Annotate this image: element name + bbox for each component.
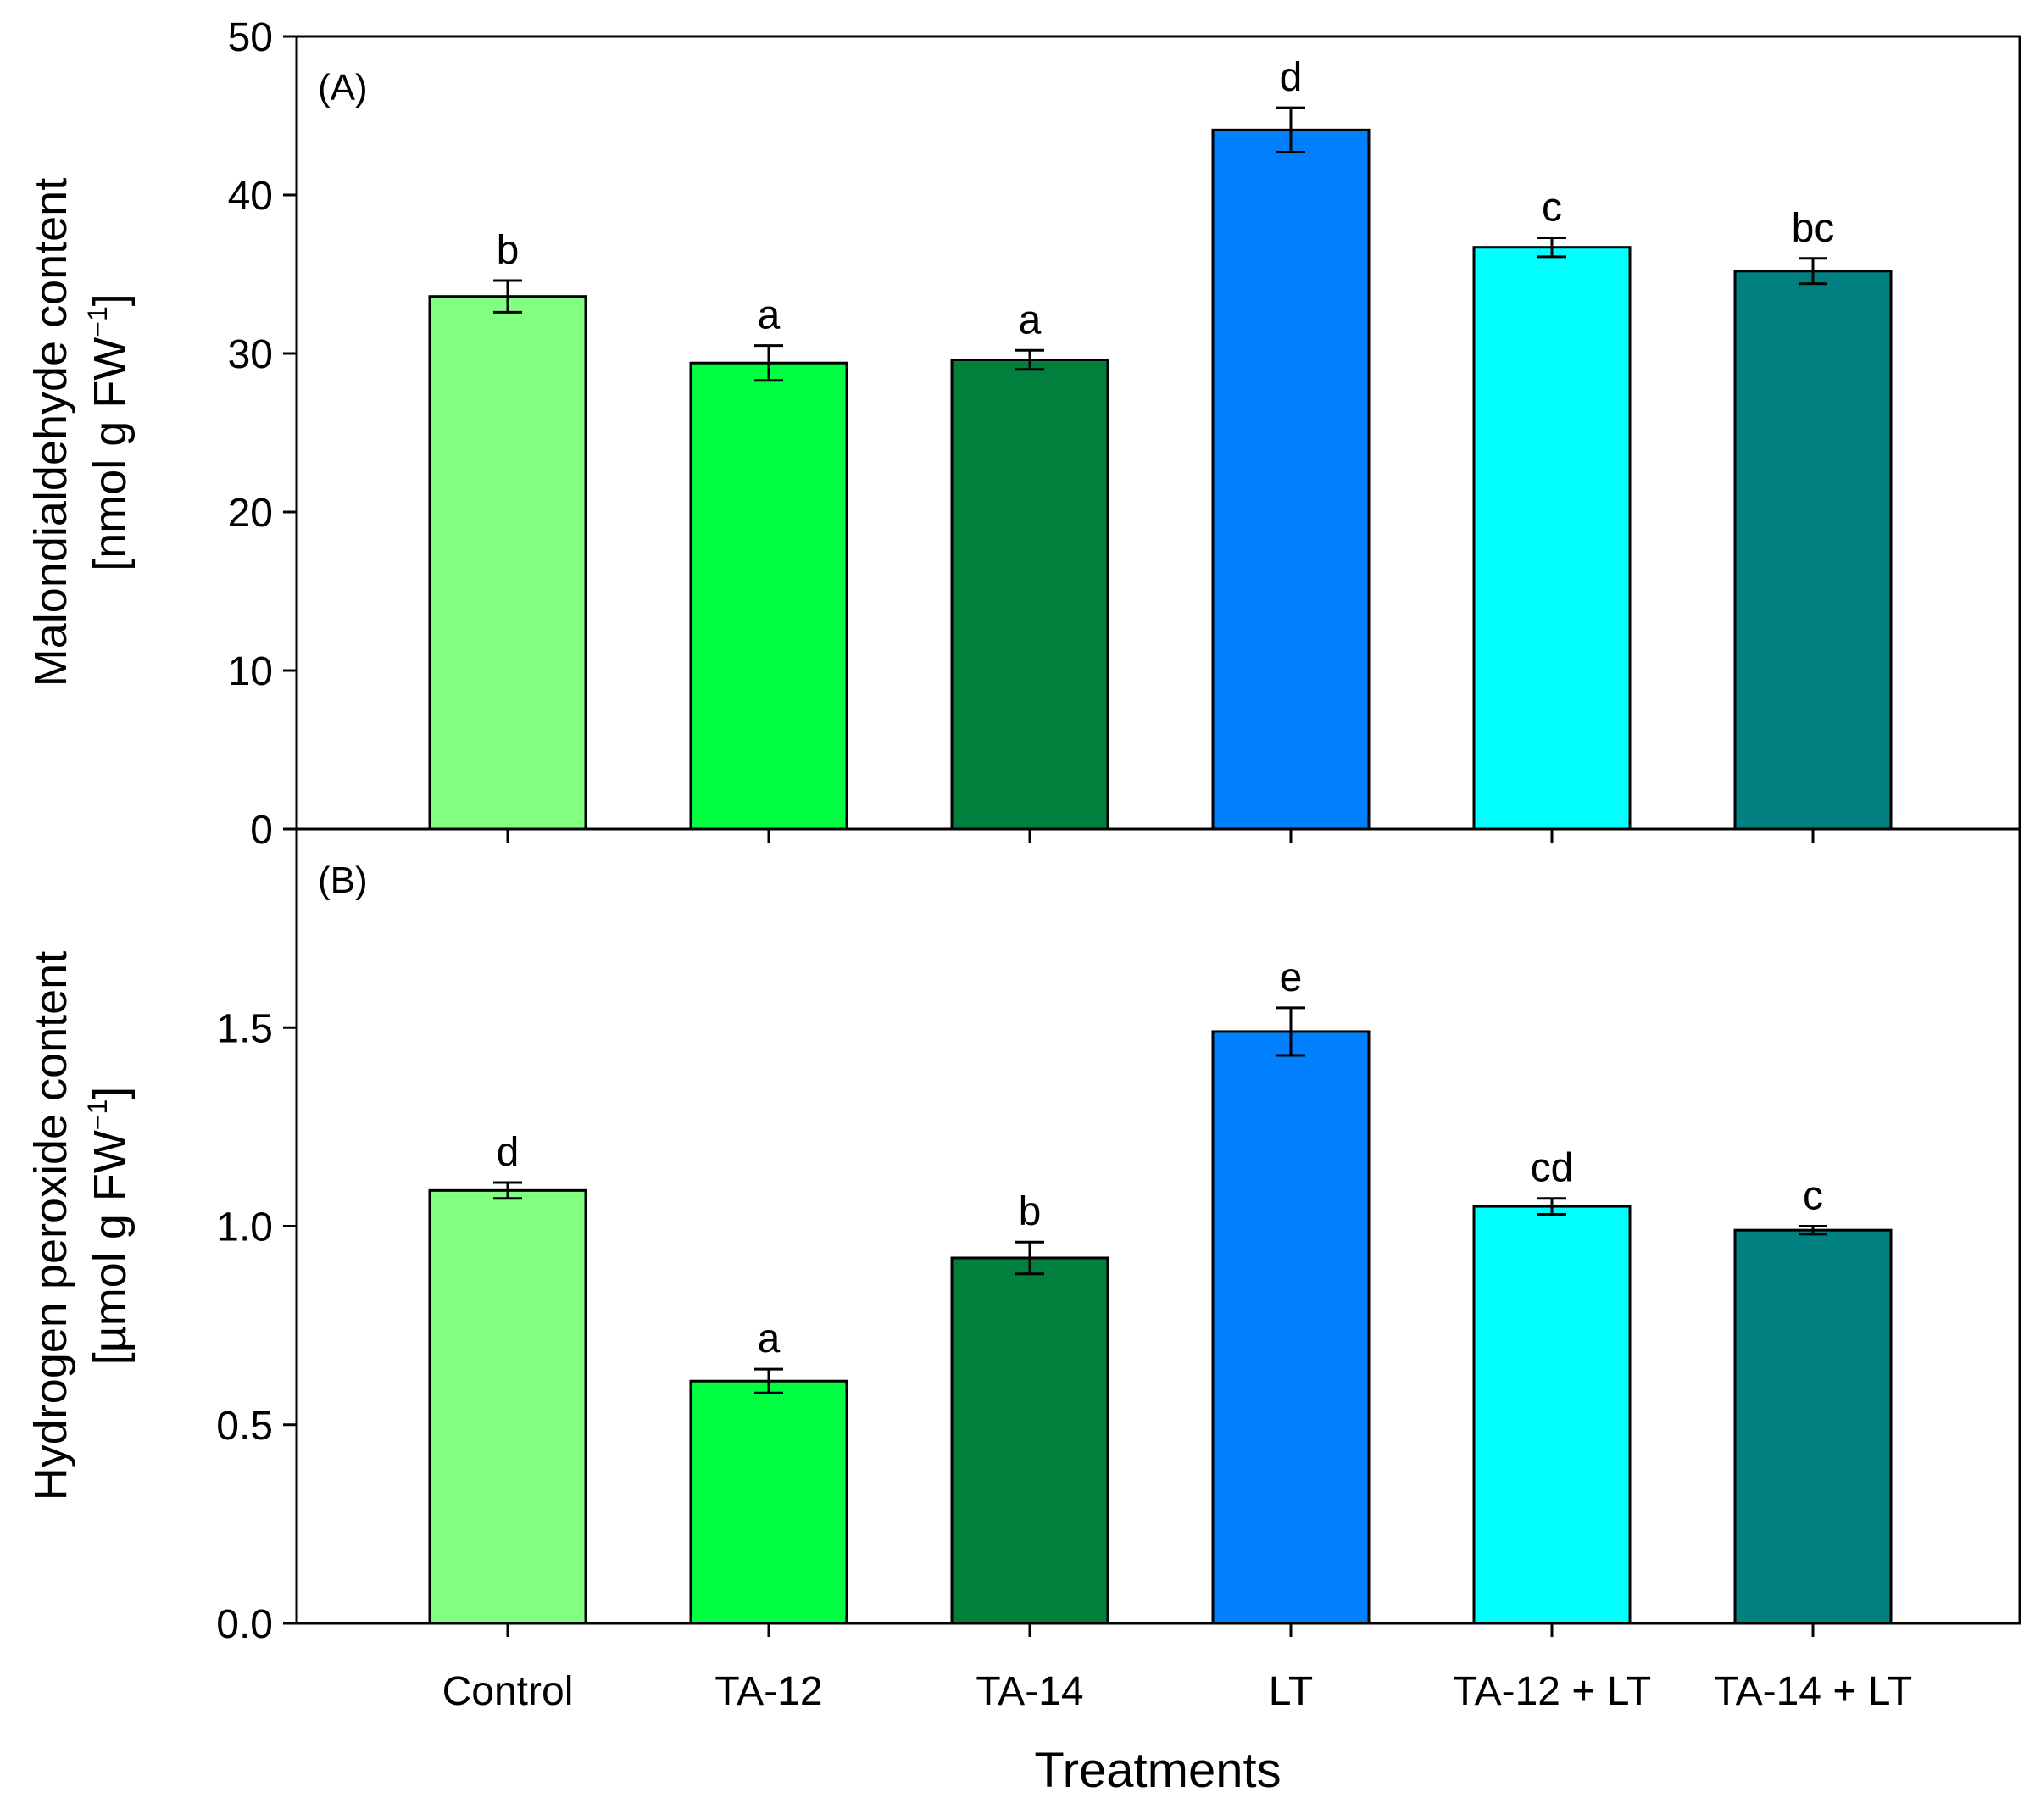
panel-a-bar bbox=[1733, 270, 1893, 831]
panel-b-bar bbox=[428, 1188, 587, 1625]
panel-b-significance-label: e bbox=[1280, 955, 1303, 1000]
panel-b-bar bbox=[689, 1379, 848, 1625]
panel-a-ytick-label: 10 bbox=[228, 649, 273, 694]
panel-a-ylabel-line2: [nmol g FW−1] bbox=[82, 293, 136, 571]
x-axis: Control TA-12 TA-14 LT TA-12 + LT TA-14 + LT bbox=[442, 1669, 1913, 1714]
panel-a-significance-label: b bbox=[497, 228, 520, 273]
panel-a: (A) 0 10 20 30 40 50 b a a d c bc Malondialdehyde … bbox=[25, 15, 2021, 853]
x-axis-label: Treatments bbox=[1034, 1743, 1281, 1798]
panel-b-y-axis-label: Hydrogen peroxide content [µmol g FW−1] bbox=[25, 951, 136, 1500]
panel-a-label: (A) bbox=[318, 67, 368, 109]
panel-a-bar bbox=[950, 358, 1109, 831]
panel-b-label: (B) bbox=[318, 860, 368, 901]
panel-a-ytick-label: 20 bbox=[228, 491, 273, 536]
panel-b-bars: d a b e cd c bbox=[428, 955, 1893, 1637]
panel-b-ylabel-line1: Hydrogen peroxide content bbox=[25, 951, 76, 1500]
panel-b-ylabel-prefix: [µmol g FW bbox=[85, 1130, 136, 1365]
x-tick-label: TA-12 + LT bbox=[1453, 1669, 1651, 1714]
panel-a-significance-label: bc bbox=[1792, 206, 1835, 251]
panel-b-bar bbox=[1733, 1228, 1893, 1625]
panel-b-significance-label: b bbox=[1019, 1189, 1042, 1234]
panel-a-y-axis-label: Malondialdehyde content [nmol g FW−1] bbox=[25, 178, 136, 687]
panel-a-bar bbox=[1211, 128, 1371, 831]
x-tick-label: Control bbox=[442, 1669, 574, 1714]
panel-b-bar bbox=[950, 1256, 1109, 1625]
panel-a-y-axis: 0 10 20 30 40 50 bbox=[228, 15, 297, 853]
x-tick-label: TA-14 + LT bbox=[1714, 1669, 1912, 1714]
panel-b: (B) 0.0 0.5 1.0 1.5 d a b e cd c Control TA-12 TA-… bbox=[25, 827, 2021, 1714]
panel-a-ylabel-suffix: ] bbox=[85, 293, 136, 306]
panel-b-significance-label: d bbox=[497, 1130, 520, 1175]
panel-b-bar bbox=[1472, 1205, 1632, 1625]
panel-a-significance-label: c bbox=[1542, 185, 1562, 230]
panel-b-ytick-label: 0.5 bbox=[216, 1404, 273, 1449]
panel-a-bar bbox=[1472, 246, 1632, 831]
panel-b-ytick-label: 0.0 bbox=[216, 1602, 273, 1647]
panel-a-significance-label: d bbox=[1280, 55, 1303, 100]
panel-a-ylabel-line1: Malondialdehyde content bbox=[25, 178, 76, 687]
panel-a-significance-label: a bbox=[758, 293, 781, 338]
panel-b-significance-label: a bbox=[758, 1316, 781, 1361]
panel-b-significance-label: c bbox=[1803, 1174, 1823, 1219]
panel-b-y-axis: 0.0 0.5 1.0 1.5 bbox=[216, 1006, 297, 1647]
panel-b-ylabel-sup: −1 bbox=[82, 1099, 113, 1130]
panel-a-ytick-label: 50 bbox=[228, 15, 273, 60]
x-tick-label: TA-12 bbox=[714, 1669, 822, 1714]
panel-a-ylabel-sup: −1 bbox=[82, 306, 113, 337]
panel-a-ytick-label: 40 bbox=[228, 174, 273, 219]
panel-a-bar bbox=[428, 295, 587, 831]
panel-b-ytick-label: 1.5 bbox=[216, 1006, 273, 1051]
panel-a-ytick-label: 30 bbox=[228, 332, 273, 377]
panel-a-bar bbox=[689, 361, 848, 831]
panel-b-ylabel-line2: [µmol g FW−1] bbox=[82, 1087, 136, 1366]
panel-a-bars: b a a d c bc bbox=[428, 55, 1893, 843]
x-tick-label: TA-14 bbox=[976, 1669, 1083, 1714]
x-tick-label: LT bbox=[1269, 1669, 1313, 1714]
panel-b-ytick-label: 1.0 bbox=[216, 1205, 273, 1250]
panel-b-bar bbox=[1211, 1030, 1371, 1625]
panel-b-significance-label: cd bbox=[1531, 1146, 1574, 1191]
panel-a-ytick-label: 0 bbox=[250, 808, 273, 853]
panel-a-ylabel-prefix: [nmol g FW bbox=[85, 337, 136, 571]
panel-a-significance-label: a bbox=[1019, 298, 1042, 342]
panel-b-ylabel-suffix: ] bbox=[85, 1087, 136, 1099]
